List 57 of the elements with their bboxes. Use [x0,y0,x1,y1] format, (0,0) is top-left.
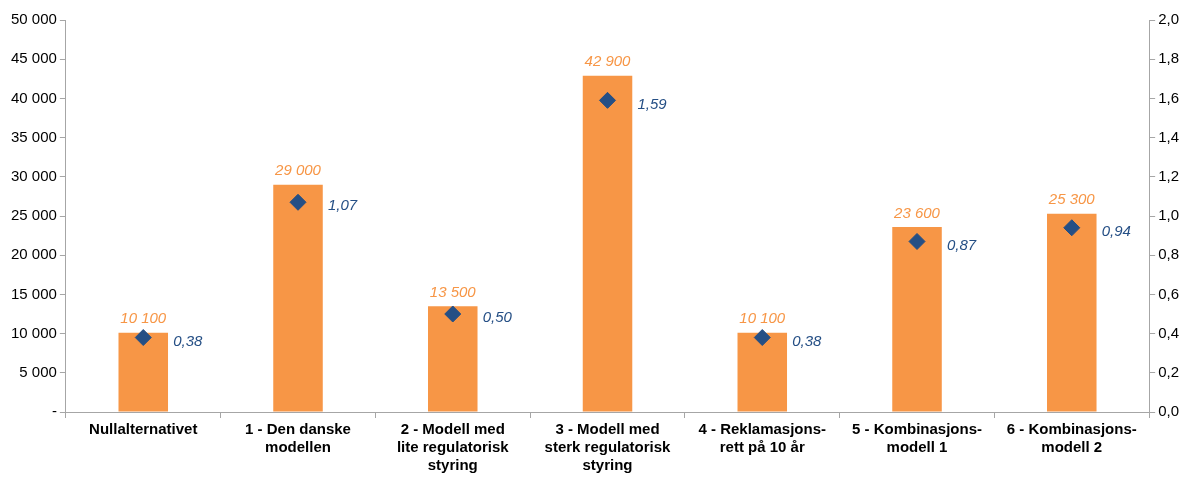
x-tick-label: 5 - Kombinasjons-modell 1 [852,420,983,456]
data-label: 1,59 [637,94,668,112]
point [444,305,462,323]
data-label: 23 600 [893,203,941,221]
bar [737,332,788,412]
y2-tick-label: 0,8 [1158,245,1180,263]
x-tick-label: 6 - Kombinasjons-modell 2 [1006,420,1137,456]
data-label: 0,94 [1101,221,1131,239]
bar [273,184,323,412]
bar [428,306,478,412]
y2-tick-label: 0,2 [1158,362,1180,380]
y2-tick-label: 1,6 [1158,88,1180,106]
data-label: 42 900 [584,52,632,70]
y-tick-label: 35 000 [10,127,57,145]
y-tick-label: 20 000 [10,245,57,263]
y-tick-label: 15 000 [10,284,57,302]
y2-tick-label: 1,2 [1158,166,1180,184]
y-tick-label: 50 000 [10,10,57,28]
y-tick-label: 5 000 [19,362,57,380]
x-tick-label: 2 - Modell med lite regulatorisk styring [396,420,510,474]
data-label: 10 100 [739,309,786,327]
y-tick-label: 25 000 [10,206,57,224]
bar [892,226,942,412]
y-tick-label: 30 000 [10,166,57,184]
y-tick-label: 40 000 [10,88,57,106]
point [1063,219,1081,237]
x-tick-label: 4 - Reklamasjons-rett på 10 år [698,420,827,456]
bar [582,75,633,412]
point [599,91,617,109]
bar [118,332,169,412]
y2-tick-label: 0,0 [1158,402,1180,420]
y2-tick-label: 1,8 [1158,49,1180,67]
data-label: 0,38 [173,331,204,349]
bar [1047,213,1097,412]
x-tick-label: 3 - Modell med sterk regulatorisk styring [544,420,672,474]
y2-tick-label: 0,6 [1158,284,1180,302]
y2-tick-label: 1,0 [1158,206,1180,224]
data-label: 29 000 [274,161,322,179]
data-label: 0,50 [482,308,513,326]
data-label: 0,38 [792,331,823,349]
x-tick-label: 1 - Den danske modellen [245,420,351,456]
y-tick-label: 45 000 [10,49,57,67]
y2-tick-label: 0,4 [1158,323,1180,341]
y-tick-label: 10 000 [10,323,57,341]
data-label: 10 100 [120,309,167,327]
y2-tick-label: 2,0 [1158,10,1180,28]
data-label: 13 500 [429,282,477,300]
point [289,193,307,211]
x-tick-label: Nullalternativet [89,420,198,438]
point [134,329,152,347]
point [908,232,926,250]
y2-tick-label: 1,4 [1158,127,1180,145]
data-label: 0,87 [947,235,977,253]
point [753,329,771,347]
data-label: 1,07 [328,196,358,214]
data-label: 25 300 [1047,190,1096,208]
y-tick-label: - [51,402,57,420]
